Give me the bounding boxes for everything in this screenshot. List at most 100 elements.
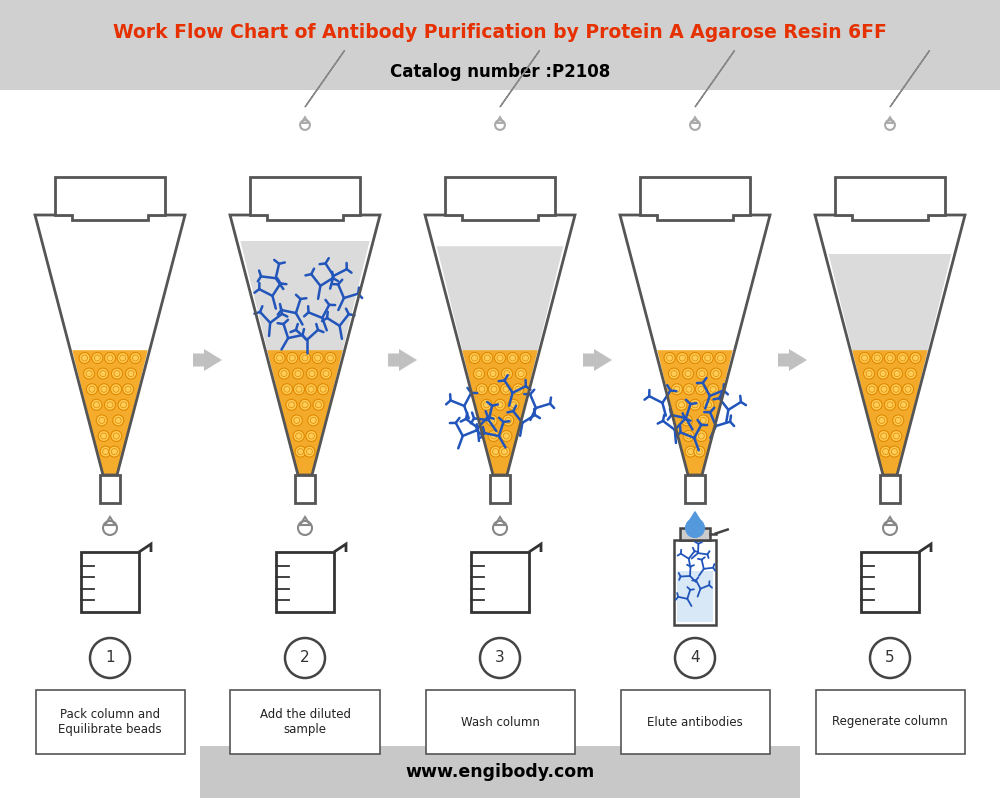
Circle shape (499, 446, 510, 457)
Bar (200, 746, 800, 798)
Circle shape (891, 430, 902, 442)
Bar (677, 570, 713, 622)
Circle shape (490, 446, 501, 457)
Polygon shape (100, 475, 120, 503)
Circle shape (513, 384, 524, 394)
Circle shape (880, 446, 891, 457)
Circle shape (117, 353, 128, 363)
Polygon shape (305, 50, 345, 107)
Circle shape (694, 446, 705, 457)
Polygon shape (193, 349, 222, 371)
Circle shape (109, 446, 120, 457)
Polygon shape (657, 350, 733, 475)
Circle shape (486, 415, 497, 426)
Circle shape (469, 353, 480, 363)
Bar (680, 527, 710, 539)
Circle shape (897, 353, 908, 363)
Text: 3: 3 (495, 650, 505, 666)
Circle shape (90, 638, 130, 678)
Circle shape (501, 384, 512, 394)
Circle shape (286, 399, 297, 410)
Text: 4: 4 (690, 650, 700, 666)
Circle shape (677, 353, 688, 363)
Circle shape (488, 368, 499, 379)
FancyBboxPatch shape (36, 690, 185, 754)
Bar (471, 552, 529, 612)
Circle shape (520, 353, 531, 363)
Polygon shape (388, 349, 417, 371)
Circle shape (304, 446, 315, 457)
Polygon shape (267, 350, 343, 475)
Circle shape (676, 399, 687, 410)
Circle shape (671, 384, 682, 394)
Circle shape (79, 353, 90, 363)
Circle shape (320, 368, 331, 379)
Circle shape (295, 446, 306, 457)
Circle shape (508, 399, 519, 410)
Circle shape (891, 384, 902, 394)
Polygon shape (55, 177, 165, 220)
Circle shape (488, 384, 499, 394)
Circle shape (664, 353, 675, 363)
Circle shape (84, 368, 95, 379)
Circle shape (683, 368, 694, 379)
Circle shape (306, 384, 317, 394)
Polygon shape (500, 50, 540, 107)
Text: 2: 2 (300, 650, 310, 666)
Circle shape (885, 353, 896, 363)
Bar (276, 552, 334, 612)
Circle shape (300, 353, 310, 363)
Polygon shape (445, 177, 555, 220)
Circle shape (287, 353, 298, 363)
Circle shape (696, 384, 707, 394)
Text: Add the diluted
sample: Add the diluted sample (260, 708, 351, 736)
Text: 5: 5 (885, 650, 895, 666)
Circle shape (501, 430, 512, 442)
Circle shape (870, 638, 910, 678)
Circle shape (885, 399, 896, 410)
Text: 1: 1 (105, 650, 115, 666)
Circle shape (481, 399, 492, 410)
Circle shape (503, 415, 514, 426)
Polygon shape (695, 50, 735, 107)
Circle shape (683, 430, 694, 442)
Circle shape (507, 353, 518, 363)
Circle shape (474, 368, 485, 379)
Circle shape (300, 399, 310, 410)
Circle shape (689, 353, 700, 363)
Circle shape (476, 384, 487, 394)
FancyBboxPatch shape (816, 690, 965, 754)
Circle shape (325, 353, 336, 363)
Circle shape (898, 399, 909, 410)
Polygon shape (295, 475, 315, 503)
Circle shape (698, 415, 709, 426)
Circle shape (308, 415, 319, 426)
Circle shape (98, 430, 109, 442)
Polygon shape (778, 349, 807, 371)
Circle shape (281, 384, 292, 394)
Circle shape (279, 368, 290, 379)
Circle shape (686, 518, 704, 538)
Circle shape (274, 353, 285, 363)
Polygon shape (890, 50, 930, 107)
Circle shape (96, 415, 107, 426)
Circle shape (696, 430, 707, 442)
Circle shape (104, 353, 116, 363)
Circle shape (889, 446, 900, 457)
Circle shape (876, 415, 887, 426)
Circle shape (702, 353, 713, 363)
Text: Regenerate column: Regenerate column (832, 715, 948, 729)
Circle shape (285, 638, 325, 678)
Polygon shape (640, 177, 750, 220)
Polygon shape (685, 475, 705, 503)
Circle shape (98, 368, 109, 379)
Circle shape (859, 353, 870, 363)
Text: Pack column and
Equilibrate beads: Pack column and Equilibrate beads (58, 708, 162, 736)
Circle shape (866, 384, 877, 394)
Polygon shape (490, 475, 510, 503)
Circle shape (878, 384, 889, 394)
Polygon shape (829, 254, 951, 475)
Circle shape (104, 399, 116, 410)
Polygon shape (72, 350, 148, 475)
FancyBboxPatch shape (426, 690, 575, 754)
